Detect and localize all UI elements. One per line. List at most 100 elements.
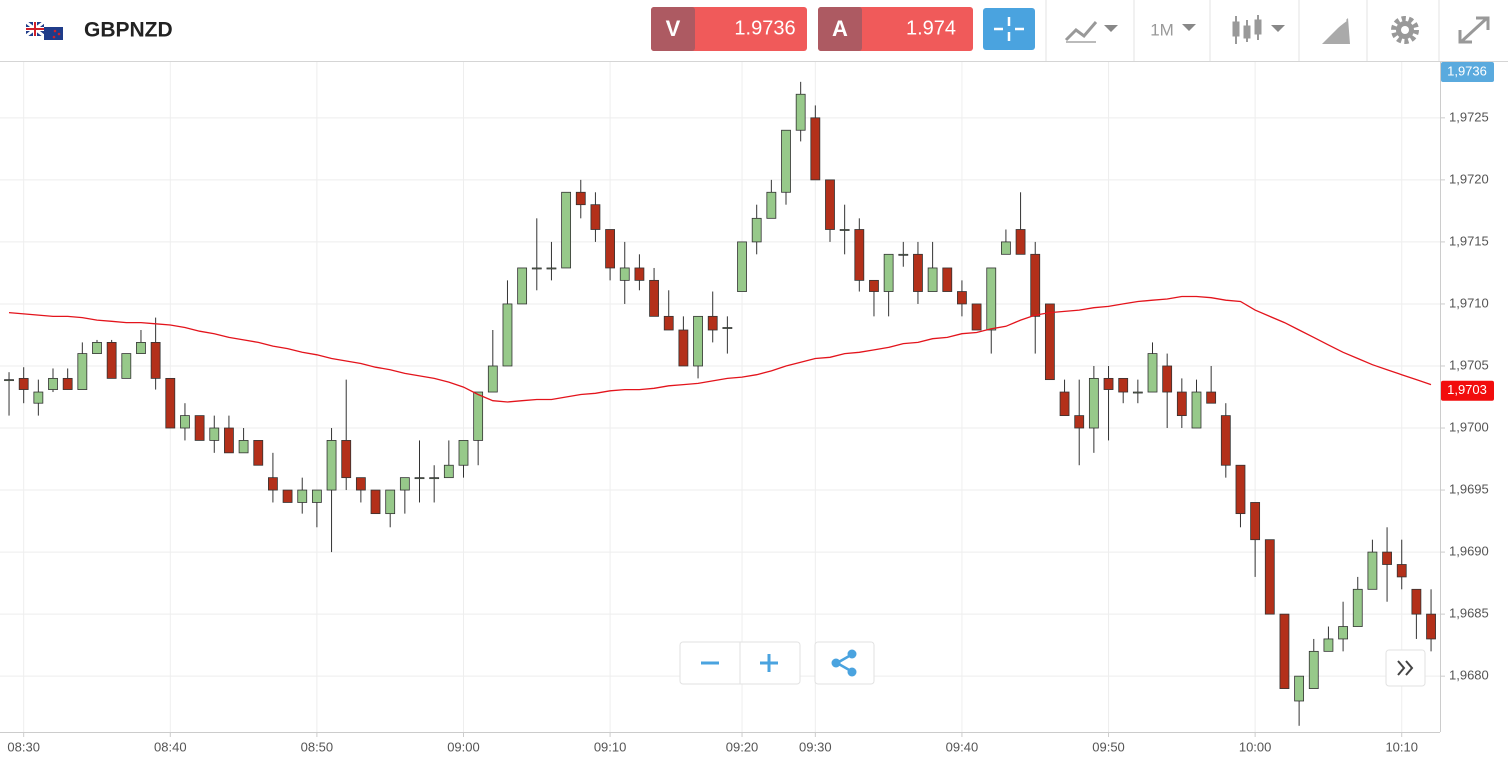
candle-body — [986, 267, 997, 331]
candle-body — [399, 477, 410, 491]
fullscreen-button[interactable] — [1458, 16, 1490, 44]
candle-body — [238, 440, 249, 454]
candle-body — [517, 267, 528, 305]
settings-button[interactable] — [1391, 16, 1419, 44]
candle-body — [150, 342, 161, 379]
last-price-label: 1,9703 — [1447, 382, 1487, 397]
candle-body — [1030, 253, 1041, 317]
candle-body — [18, 377, 29, 390]
current-bid-label-box — [1441, 62, 1494, 82]
candle-body — [634, 267, 645, 281]
candle-body — [4, 379, 14, 382]
candle-body — [590, 204, 601, 230]
candle-body — [414, 477, 425, 480]
candle-body — [1176, 391, 1187, 417]
candle-body — [561, 191, 572, 269]
flag — [25, 20, 63, 40]
candle-body — [165, 377, 176, 429]
candle-body — [737, 241, 747, 292]
candle-style-button[interactable] — [1232, 15, 1285, 44]
x-tick-label: 10:00 — [1239, 739, 1272, 754]
candle-body — [1001, 241, 1011, 255]
symbol: GBPNZD — [84, 19, 173, 42]
y-tick-label: 1,9695 — [1449, 481, 1489, 496]
candle-body — [92, 342, 102, 354]
y-tick-label: 1,9715 — [1449, 233, 1489, 248]
x-tick-label: 09:50 — [1092, 739, 1125, 754]
candle-body — [1396, 564, 1407, 578]
candle-body — [121, 353, 132, 379]
candle-body — [62, 377, 73, 390]
candle-body — [854, 229, 865, 281]
drawing-button[interactable] — [1319, 18, 1350, 44]
candle-body — [1294, 675, 1305, 702]
candle-body — [575, 191, 586, 206]
candle-body — [605, 229, 615, 269]
candle-body — [722, 327, 733, 329]
candle-body — [443, 464, 454, 479]
candle-body — [531, 267, 542, 270]
candle-body — [458, 440, 469, 466]
y-tick-label: 1,9710 — [1449, 295, 1489, 310]
candle-body — [693, 315, 703, 367]
candle-body — [297, 489, 308, 503]
sell-button[interactable]: V 1.9736 — [651, 7, 807, 51]
share-button[interactable] — [814, 641, 875, 685]
moving-average-line — [8, 295, 1432, 403]
candle-body — [957, 291, 967, 305]
candle-body — [1147, 353, 1158, 393]
candle-body — [487, 365, 498, 393]
candle-body — [1220, 415, 1231, 466]
y-tick-label: 1,9690 — [1449, 544, 1489, 559]
candle-body — [311, 489, 322, 503]
candle-body — [106, 342, 117, 379]
candle-body — [370, 489, 381, 515]
timeframe-button[interactable]: 1M — [1150, 20, 1196, 39]
candle-body — [546, 267, 557, 270]
candle-body — [473, 391, 484, 441]
scroll-right-button[interactable] — [1385, 649, 1426, 687]
buy-button[interactable]: A 1.974 — [818, 7, 973, 51]
candle-body — [1411, 588, 1422, 615]
zoom-in-button[interactable] — [760, 654, 778, 672]
candle-body — [766, 191, 777, 219]
candle-body — [282, 489, 293, 503]
candle-body — [795, 93, 806, 131]
x-tick-label: 10:10 — [1385, 739, 1418, 754]
candle-body — [136, 342, 146, 354]
candle-body — [942, 267, 953, 292]
candle-body — [927, 267, 938, 292]
candle-body — [268, 477, 278, 491]
candle-body — [77, 353, 88, 390]
candle-body — [1426, 613, 1436, 640]
candle-body — [971, 303, 982, 331]
candle-body — [326, 440, 337, 491]
last-price-label-box — [1441, 380, 1494, 401]
x-tick-label: 09:10 — [594, 739, 627, 754]
candle-body — [341, 440, 352, 479]
candle-body — [781, 129, 791, 193]
chart-type-button[interactable] — [1064, 21, 1118, 43]
candle-body — [1250, 502, 1261, 541]
sell-price: 1.9736 — [734, 17, 795, 39]
y-tick-label: 1,9720 — [1449, 171, 1489, 186]
candle-body — [1074, 415, 1085, 429]
candle-body — [429, 477, 440, 480]
candle-body — [209, 427, 220, 441]
candle-body — [619, 267, 630, 281]
candle-body — [663, 315, 674, 331]
candle-body — [751, 217, 762, 243]
candle-body — [649, 279, 659, 317]
sell-label: V — [666, 16, 681, 41]
x-tick-label: 08:50 — [301, 739, 334, 754]
crosshair-button[interactable] — [983, 8, 1035, 50]
candle-body — [502, 303, 513, 367]
zoom-controls — [679, 641, 801, 685]
candle-body — [1044, 303, 1055, 381]
x-tick-label: 09:30 — [799, 739, 832, 754]
candle-body — [869, 279, 879, 292]
x-tick-label: 09:20 — [726, 739, 759, 754]
y-tick-label: 1,9700 — [1449, 419, 1489, 434]
